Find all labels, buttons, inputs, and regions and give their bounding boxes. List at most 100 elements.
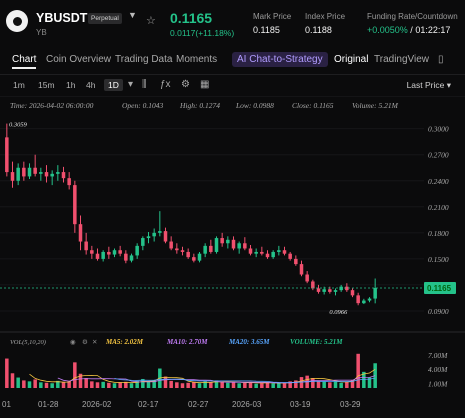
volume-bar bbox=[299, 377, 304, 388]
candle bbox=[44, 172, 49, 177]
volume-bar bbox=[50, 383, 54, 388]
candle bbox=[95, 253, 100, 259]
funding-rate-stat: Funding Rate/Countdown +0.0050% / 01:22:… bbox=[367, 12, 458, 35]
candles bbox=[5, 123, 377, 306]
chevron-down-icon[interactable]: ▼ bbox=[128, 10, 137, 20]
x-label: 01 bbox=[2, 400, 11, 409]
candle bbox=[243, 243, 247, 249]
volume-bar bbox=[27, 381, 32, 388]
ohlc-open: Open: 0.1043 bbox=[122, 101, 163, 110]
volume-bar bbox=[333, 381, 338, 388]
ma10-value: MA10: 2.70M bbox=[166, 338, 208, 346]
volume-bar bbox=[288, 381, 292, 388]
more-tabs-icon[interactable]: ▯ bbox=[438, 54, 444, 65]
tab-coin-overview[interactable]: Coin Overview bbox=[46, 54, 112, 65]
tab-trading-data[interactable]: Trading Data bbox=[115, 54, 173, 65]
timeframe-1m[interactable]: 1m bbox=[13, 80, 25, 90]
timeframe-15m[interactable]: 15m bbox=[38, 80, 55, 90]
timeframe-1h[interactable]: 1h bbox=[66, 80, 76, 90]
volume-bar bbox=[254, 383, 258, 388]
volume-bar bbox=[265, 382, 270, 388]
candle bbox=[16, 167, 20, 181]
tab-ai-chat-to-strategy[interactable]: AI Chat-to-Strategy bbox=[232, 52, 328, 67]
volume-bar bbox=[282, 383, 287, 388]
volume-bar bbox=[22, 380, 26, 388]
chart-toolbar: 1m 15m 1h 4h 1D ▾ ⫼ ƒx ⚙ ▦ Last Price ▾ bbox=[0, 76, 465, 96]
candle bbox=[265, 253, 270, 258]
candle bbox=[90, 250, 94, 254]
volume-bar bbox=[101, 381, 105, 388]
volume-bar bbox=[78, 373, 83, 388]
volume-tick: 4.00M bbox=[428, 365, 448, 374]
ohlc-low: Low: 0.0988 bbox=[235, 101, 274, 110]
candle bbox=[214, 238, 219, 252]
candle bbox=[197, 253, 202, 261]
tab-tradingview[interactable]: TradingView bbox=[374, 54, 430, 65]
layout-icon[interactable]: ▦ bbox=[200, 79, 210, 90]
volume-bar bbox=[345, 381, 349, 388]
settings-icon[interactable]: ⚙ bbox=[181, 79, 190, 90]
candle bbox=[288, 253, 292, 259]
tab-chart[interactable]: Chart bbox=[12, 54, 37, 65]
candle bbox=[163, 231, 168, 242]
volume-bar bbox=[56, 380, 60, 388]
volume-bar bbox=[141, 378, 145, 388]
indicators-icon[interactable]: ƒx bbox=[160, 79, 171, 90]
ma5-line bbox=[29, 368, 376, 384]
timeframe-4h[interactable]: 4h bbox=[86, 80, 96, 90]
candle bbox=[118, 250, 122, 254]
ma10-line bbox=[57, 375, 376, 384]
candle-type-icon[interactable]: ⫼ bbox=[142, 79, 147, 90]
chevron-down-icon[interactable]: ▾ bbox=[128, 79, 134, 90]
volume-bars bbox=[5, 353, 377, 388]
ohlc-high: High: 0.1274 bbox=[179, 101, 220, 110]
candle bbox=[260, 251, 264, 254]
ticker-header: YBUSDT Perpetual ▼ ☆ YB 0.1165 0.0117(+1… bbox=[0, 0, 465, 46]
candle bbox=[101, 251, 105, 259]
volume-bar bbox=[73, 362, 77, 388]
candle bbox=[186, 251, 190, 258]
tab-moments[interactable]: Moments bbox=[176, 54, 218, 65]
favorite-star-icon[interactable]: ☆ bbox=[146, 15, 156, 27]
price-tick: 0.1800 bbox=[428, 229, 449, 238]
candle bbox=[5, 137, 9, 173]
candle bbox=[356, 295, 360, 304]
volume-bar bbox=[220, 381, 224, 388]
funding-countdown: 01:22:17 bbox=[415, 25, 451, 35]
perpetual-badge: Perpetual bbox=[88, 13, 122, 24]
volume-bar bbox=[362, 371, 366, 388]
volume-bar bbox=[61, 381, 66, 388]
symbol-name[interactable]: YBUSDT bbox=[36, 11, 88, 25]
ohlc-close: Close: 0.1165 bbox=[292, 101, 334, 110]
grid-lines bbox=[0, 128, 424, 312]
volume-value: VOLUME: 5.21M bbox=[290, 338, 343, 346]
volume-bar bbox=[197, 383, 202, 388]
vol-label: VOL(5,10,20) bbox=[10, 339, 46, 346]
tab-divider bbox=[0, 74, 465, 75]
close-icon[interactable]: ✕ bbox=[92, 339, 97, 346]
candle bbox=[10, 172, 15, 181]
candle bbox=[61, 172, 66, 179]
tab-original[interactable]: Original bbox=[334, 54, 369, 65]
volume-bar bbox=[328, 382, 332, 388]
candle bbox=[367, 298, 372, 301]
candle bbox=[248, 248, 253, 254]
settings-icon[interactable]: ⚙ bbox=[82, 338, 88, 346]
price-tick: 0.3000 bbox=[428, 125, 449, 134]
candle bbox=[180, 250, 185, 252]
volume-bar bbox=[10, 373, 15, 388]
x-label: 02-17 bbox=[138, 400, 159, 409]
candle bbox=[112, 250, 117, 255]
candle bbox=[328, 289, 332, 292]
last-price: 0.1165 bbox=[170, 10, 213, 26]
eye-icon[interactable]: ◉ bbox=[70, 339, 76, 346]
volume-ma-lines bbox=[29, 368, 376, 384]
kline-chart[interactable]: Time: 2026-04-02 06:00:00 Open: 0.1043 H… bbox=[0, 96, 465, 398]
volume-bar bbox=[186, 382, 190, 388]
timeframe-1d[interactable]: 1D bbox=[104, 79, 123, 91]
last-price-dropdown[interactable]: Last Price ▾ bbox=[406, 80, 451, 90]
candle bbox=[362, 300, 366, 304]
volume-bar bbox=[44, 382, 49, 388]
candle bbox=[129, 255, 134, 261]
candle bbox=[299, 264, 304, 275]
